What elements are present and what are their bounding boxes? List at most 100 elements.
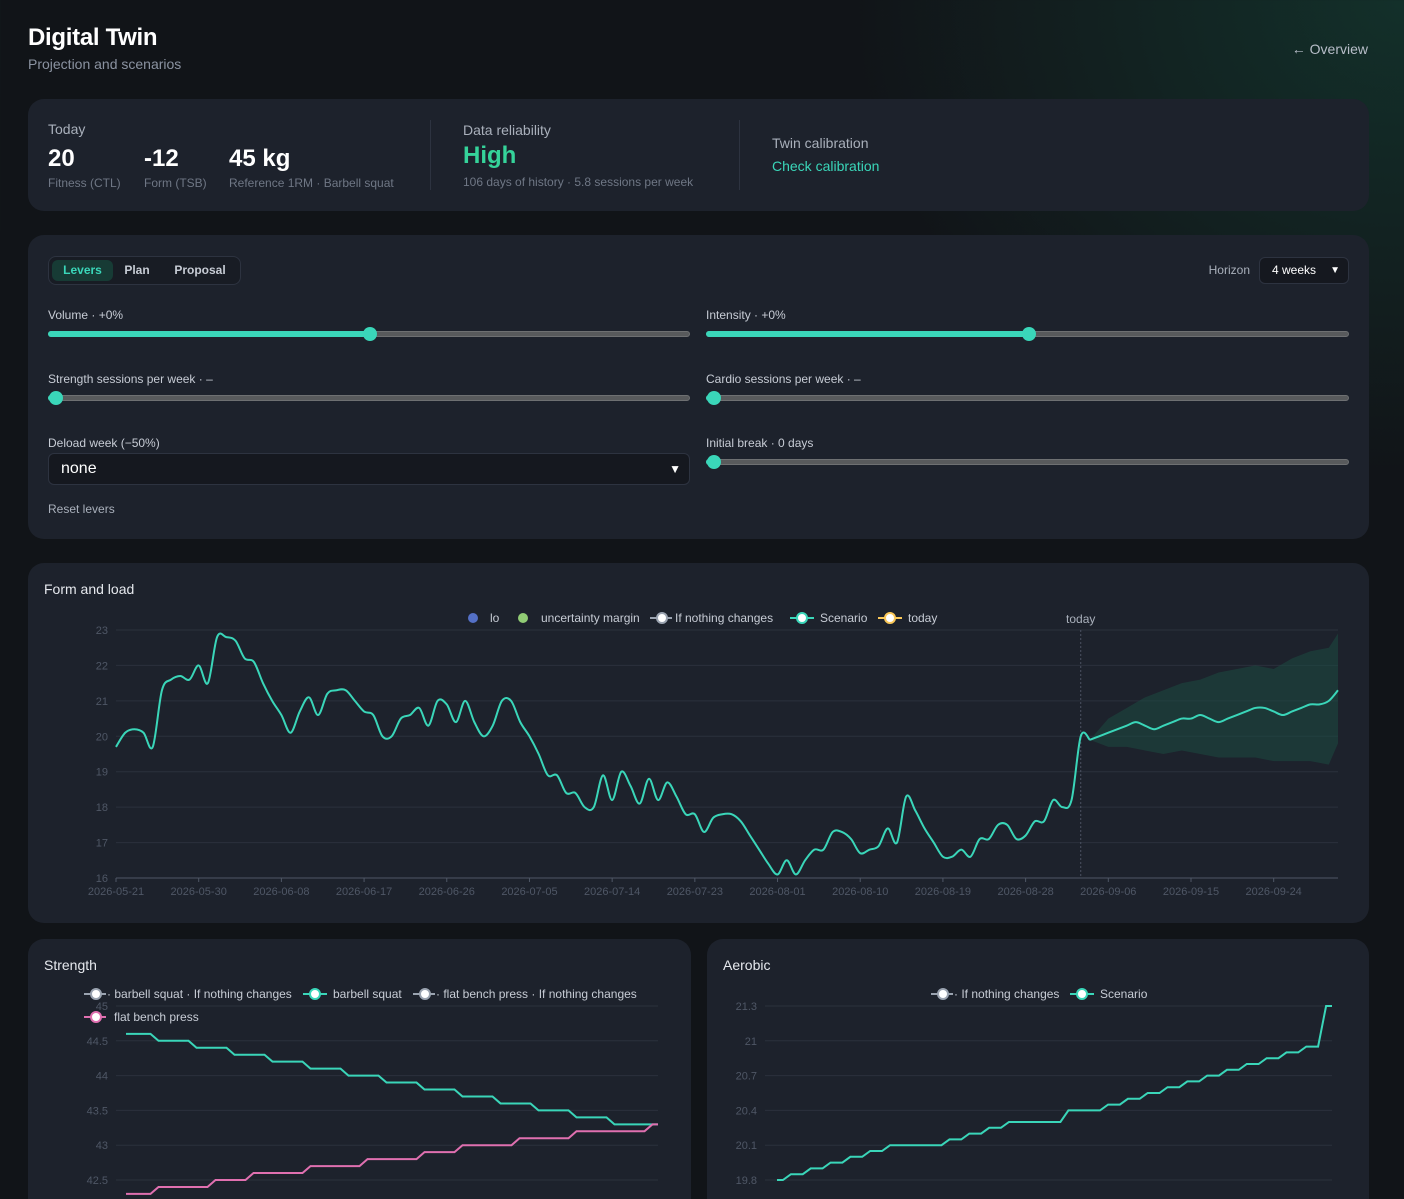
chart-legend[interactable]: lo uncertainty margin If nothing changes… bbox=[468, 611, 937, 625]
strength-sessions-slider[interactable] bbox=[48, 391, 690, 405]
x-tick-label: 2026-06-08 bbox=[253, 886, 309, 898]
x-tick-label: 2026-05-21 bbox=[88, 886, 144, 898]
chevron-down-icon: ▼ bbox=[669, 462, 681, 476]
y-tick-label: 20.7 bbox=[736, 1071, 757, 1083]
legend-today[interactable]: today bbox=[908, 611, 937, 625]
legend-if-nothing-changes-label: If nothing changes bbox=[961, 987, 1059, 1001]
y-tick-label: 19 bbox=[96, 767, 108, 779]
legend-squat-baseline-label: barbell squat · If nothing changes bbox=[114, 987, 291, 1001]
horizon-label: Horizon bbox=[1208, 263, 1250, 277]
strength-card: Strength 42.5 43 43.5 44 44.5 45 · barbell sq… bbox=[28, 939, 691, 1199]
legend-separator: · bbox=[107, 987, 114, 1001]
y-tick-label: 23 bbox=[96, 625, 108, 637]
strength-chart: 42.5 43 43.5 44 44.5 45 · barbell squat · If … bbox=[84, 987, 658, 1195]
x-tick-label: 2026-09-24 bbox=[1246, 886, 1302, 898]
legend-bench-baseline[interactable]: · flat bench press · If nothing changes bbox=[436, 987, 637, 1001]
horizon-value: 4 weeks bbox=[1272, 263, 1317, 277]
y-tick-label: 43 bbox=[96, 1140, 108, 1152]
y-tick-label: 43.5 bbox=[87, 1105, 108, 1117]
legend-marker-icon bbox=[309, 988, 321, 1000]
volume-slider[interactable] bbox=[48, 327, 690, 341]
legend-if-nothing-changes[interactable]: If nothing changes bbox=[675, 611, 773, 625]
intensity-slider[interactable] bbox=[706, 327, 1349, 341]
form-caption: Form (TSB) bbox=[144, 176, 207, 190]
chart-title: Form and load bbox=[44, 581, 135, 597]
aerobic-chart: 19.8 20.1 20.4 20.7 21 21.3 · If nothing chan… bbox=[736, 987, 1332, 1187]
chart-title: Strength bbox=[44, 957, 97, 973]
tab-proposal[interactable]: Proposal bbox=[174, 263, 226, 277]
y-tick-label: 19.8 bbox=[736, 1175, 757, 1187]
legend-marker-icon bbox=[90, 988, 102, 1000]
y-tick-label: 21 bbox=[745, 1036, 757, 1048]
page-subtitle: Projection and scenarios bbox=[28, 56, 182, 72]
legend-lo[interactable]: lo bbox=[490, 611, 500, 625]
y-tick-label: 16 bbox=[96, 873, 108, 885]
legend-squat-baseline[interactable]: · barbell squat · If nothing changes bbox=[107, 987, 292, 1001]
x-tick-label: 2026-05-30 bbox=[171, 886, 227, 898]
flat-bench-press-line bbox=[126, 1123, 658, 1195]
reset-levers-button[interactable]: Reset levers bbox=[48, 502, 115, 516]
initial-break-label: Initial break · 0 days bbox=[706, 436, 814, 450]
y-tick-label: 17 bbox=[96, 838, 108, 850]
legend-uncertainty-margin[interactable]: uncertainty margin bbox=[541, 611, 640, 625]
slider-handle[interactable] bbox=[707, 391, 721, 405]
legend-marker-icon bbox=[656, 612, 668, 624]
y-tick-label: 20 bbox=[96, 731, 108, 743]
horizon-select[interactable]: 4 weeks ▼ bbox=[1259, 257, 1349, 284]
slider-fill bbox=[48, 331, 369, 337]
x-tick-label: 2026-09-15 bbox=[1163, 886, 1219, 898]
legend-barbell-squat[interactable]: barbell squat bbox=[333, 987, 402, 1001]
x-tick-label: 2026-08-10 bbox=[832, 886, 888, 898]
divider bbox=[430, 120, 431, 190]
chevron-down-icon: ▼ bbox=[1330, 265, 1340, 276]
mode-tabs: Levers Plan Proposal bbox=[48, 256, 241, 285]
deload-value: none bbox=[61, 460, 97, 477]
legend-separator: · bbox=[436, 987, 443, 1001]
history-line bbox=[115, 632, 1091, 876]
y-tick-label: 22 bbox=[96, 660, 108, 672]
today-marker-label: today bbox=[1066, 612, 1095, 626]
intensity-label: Intensity · +0% bbox=[706, 308, 786, 322]
reference-1rm-value: 45 kg bbox=[229, 145, 291, 172]
y-tick-label: 44 bbox=[96, 1071, 108, 1083]
reference-1rm-caption: Reference 1RM · Barbell squat bbox=[229, 176, 394, 190]
legend-if-nothing-changes[interactable]: · If nothing changes bbox=[954, 987, 1059, 1001]
check-calibration-link[interactable]: Check calibration bbox=[772, 158, 880, 174]
chart-legend[interactable]: · If nothing changes Scenario bbox=[931, 987, 1148, 1001]
divider bbox=[739, 120, 740, 190]
slider-handle[interactable] bbox=[363, 327, 377, 341]
y-tick-label: 20.4 bbox=[736, 1105, 757, 1117]
legend-flat-bench-press[interactable]: flat bench press bbox=[114, 1010, 199, 1024]
legend-marker-icon bbox=[419, 988, 431, 1000]
x-tick-label: 2026-08-01 bbox=[749, 886, 805, 898]
cardio-sessions-slider[interactable] bbox=[706, 391, 1349, 405]
form-load-chart: 16 17 18 19 20 21 22 23 2026-05-21 2026-05-30 2026… bbox=[88, 611, 1339, 898]
tab-plan[interactable]: Plan bbox=[124, 263, 150, 277]
y-tick-label: 20.1 bbox=[736, 1140, 757, 1152]
lo-legend-icon bbox=[468, 613, 478, 623]
reliability-label: Data reliability bbox=[463, 122, 551, 138]
chart-legend[interactable]: · barbell squat · If nothing changes bar… bbox=[84, 987, 637, 1024]
initial-break-slider[interactable] bbox=[706, 455, 1349, 469]
slider-handle[interactable] bbox=[49, 391, 63, 405]
slider-handle[interactable] bbox=[707, 455, 721, 469]
slider-handle[interactable] bbox=[1021, 327, 1036, 341]
legend-scenario[interactable]: Scenario bbox=[820, 611, 868, 625]
overview-link[interactable]: ← Overview bbox=[1291, 41, 1368, 57]
legend-scenario[interactable]: Scenario bbox=[1100, 987, 1148, 1001]
legend-marker-icon bbox=[796, 612, 808, 624]
x-tick-label: 2026-08-28 bbox=[997, 886, 1053, 898]
deload-label: Deload week (−50%) bbox=[48, 436, 160, 450]
calibration-label: Twin calibration bbox=[772, 135, 869, 151]
fitness-value: 20 bbox=[48, 145, 75, 172]
legend-marker-icon bbox=[90, 1011, 102, 1023]
tab-levers[interactable]: Levers bbox=[52, 260, 113, 281]
summary-card: Today 20 Fitness (CTL) -12 Form (TSB) 45… bbox=[28, 99, 1369, 211]
x-tick-label: 2026-07-05 bbox=[501, 886, 557, 898]
legend-separator: · bbox=[954, 987, 961, 1001]
barbell-squat-line bbox=[126, 1032, 658, 1126]
y-tick-label: 21.3 bbox=[736, 1001, 757, 1013]
deload-select[interactable]: none ▼ bbox=[48, 453, 690, 485]
margin-legend-icon bbox=[518, 613, 528, 623]
page-header: Digital Twin Projection and scenarios bbox=[28, 24, 181, 72]
